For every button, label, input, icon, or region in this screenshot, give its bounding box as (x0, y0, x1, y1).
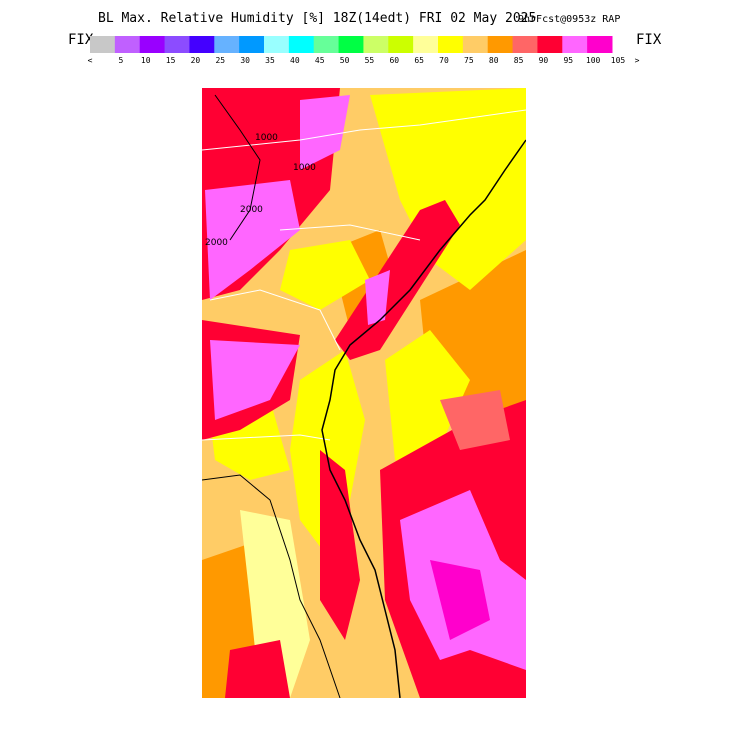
colorbar-tick: 15 (166, 56, 176, 65)
colorbar-tick: 50 (340, 56, 350, 65)
forecast-label: 9hrFcst@0953z RAP (518, 14, 620, 25)
fix-left: FIX (68, 32, 94, 48)
color-box (90, 36, 116, 53)
color-box (139, 36, 166, 53)
color-box (363, 36, 389, 53)
fix-right: FIX (636, 32, 662, 48)
color-box (587, 36, 613, 53)
color-box (338, 36, 364, 53)
colorbar-tick: 20 (191, 56, 201, 65)
colorbar-tick: 5 (118, 56, 123, 65)
color-box (313, 36, 340, 53)
colorbar-tick: 30 (240, 56, 250, 65)
rh-area (225, 640, 290, 698)
color-box (239, 36, 265, 53)
colorbar-tick: 90 (539, 56, 549, 65)
contour-label: 1000 (293, 163, 316, 173)
colorbar-tick: 55 (365, 56, 375, 65)
color-box (438, 36, 464, 53)
rh-area (430, 560, 490, 640)
color-box (164, 36, 190, 53)
rh-area (385, 330, 470, 470)
colorbar-tick: 35 (265, 56, 275, 65)
rh-area (300, 95, 350, 170)
colorbar-tick: 60 (389, 56, 399, 65)
contour-label: 2000 (240, 205, 263, 215)
colorbar-tick: < (88, 56, 93, 65)
colorbar-tick: > (635, 56, 640, 65)
rh-area (335, 200, 460, 360)
color-box (189, 36, 215, 53)
color-box (487, 36, 514, 53)
color-box (264, 36, 290, 53)
contour-label: 2000 (205, 238, 228, 248)
rh-area (365, 270, 390, 325)
color-box (388, 36, 414, 53)
map: 1000 2000 1000 2000 (202, 88, 526, 698)
color-box (214, 36, 240, 53)
color-box (114, 36, 141, 53)
colorbar-tick: 100 (586, 56, 601, 65)
terrain-contour (202, 94, 341, 698)
state-border (202, 109, 526, 441)
rh-area (280, 240, 370, 310)
colorbar-tick: 45 (315, 56, 325, 65)
color-box (512, 36, 538, 53)
title: BL Max. Relative Humidity [%] 18Z(14edt)… (98, 11, 536, 26)
colorbar-tick: 40 (290, 56, 300, 65)
colorbar-tick: 105 (611, 56, 626, 65)
rh-area (205, 180, 300, 300)
color-box (537, 36, 563, 53)
colorbar-tick: 25 (215, 56, 225, 65)
color-box (413, 36, 439, 53)
colorbar-tick: 70 (439, 56, 449, 65)
rh-area (210, 340, 300, 420)
rh-area (440, 390, 510, 450)
colorbar-tick: 65 (414, 56, 424, 65)
colorbar: <5 10 15 20 25 30 35 40 45 50 55 60 65 70 75 80 85 90 95 10… (88, 36, 640, 65)
contour-label: 1000 (255, 133, 278, 143)
colorbar-tick: 10 (141, 56, 151, 65)
coastline (321, 139, 526, 698)
colorbar-tick: 80 (489, 56, 499, 65)
color-box (562, 36, 588, 53)
colorbar-tick: 85 (514, 56, 524, 65)
colorbar-tick: 95 (563, 56, 573, 65)
color-box (288, 36, 315, 53)
color-box (462, 36, 489, 53)
rh-area (320, 450, 360, 640)
rh-area (370, 88, 526, 290)
colorbar-tick: 75 (464, 56, 474, 65)
